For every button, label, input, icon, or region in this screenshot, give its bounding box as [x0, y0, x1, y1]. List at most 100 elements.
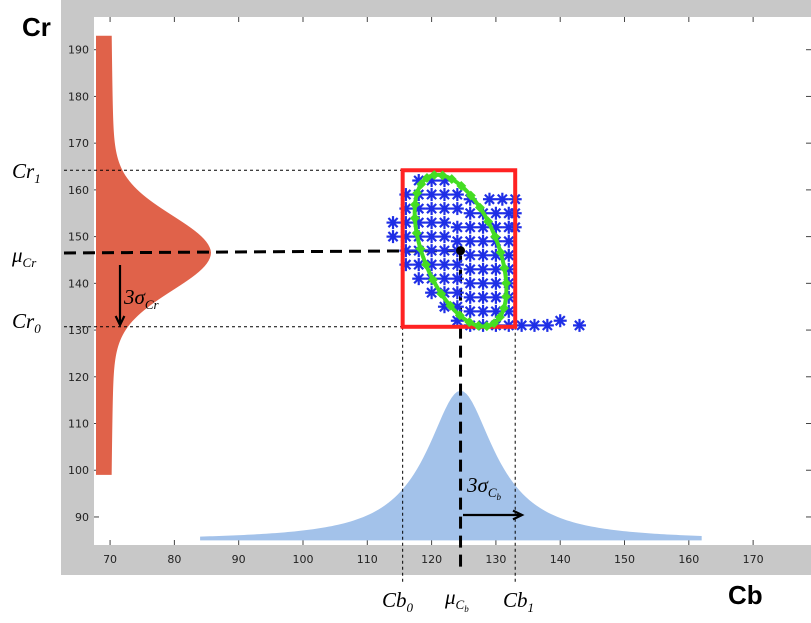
x-tick-label: 170: [743, 553, 764, 566]
point-stroke: [426, 203, 437, 214]
point-stroke: [529, 320, 540, 331]
scatter-point: [489, 276, 503, 290]
ellipse-marker: [495, 247, 506, 258]
point-stroke: [451, 235, 463, 247]
scatter-point: [425, 188, 439, 202]
scatter-point: [495, 192, 509, 206]
point-stroke: [490, 263, 502, 275]
point-stroke: [387, 217, 399, 228]
ellipse-marker: [416, 179, 427, 190]
point-stroke: [426, 287, 437, 299]
point-stroke: [503, 305, 515, 317]
ellipse-marker: [411, 228, 422, 239]
scatter-point: [437, 216, 451, 230]
annotation-cr1: Cr1: [12, 159, 41, 186]
annotation-cr0: Cr0: [12, 309, 41, 336]
point-stroke: [439, 231, 450, 242]
x-tick-label: 150: [614, 553, 635, 566]
scatter-point: [476, 248, 490, 262]
x-tick-label: 160: [678, 553, 699, 566]
scatter-point: [476, 304, 490, 318]
scatter-point: [463, 290, 477, 304]
annotation-sigma-cb: 3σCb: [466, 473, 502, 502]
ellipse-marker: [409, 213, 420, 224]
scatter-point: [489, 290, 503, 304]
scatter-point: [425, 244, 439, 258]
arrow-sigma-cr-head: [114, 315, 126, 328]
point-stroke: [477, 291, 489, 303]
point-stroke: [439, 189, 450, 200]
y-tick-label: 170: [68, 137, 89, 150]
point-stroke: [496, 193, 508, 205]
scatter-point: [437, 244, 451, 258]
y-tick-label: 180: [68, 90, 89, 103]
scatter-point: [425, 202, 439, 216]
point-stroke: [439, 273, 450, 285]
point-stroke: [464, 249, 476, 261]
ellipse-marker: [456, 180, 467, 191]
y-tick-label: 130: [68, 324, 89, 337]
x-tick-label: 70: [103, 553, 117, 566]
point-stroke: [484, 193, 495, 205]
scatter-point: [412, 272, 426, 286]
ellipse-marker: [436, 288, 447, 299]
point-stroke: [426, 217, 437, 228]
scatter-point: [437, 188, 451, 202]
point-stroke: [464, 291, 476, 303]
ellipse-marker: [445, 300, 456, 311]
point-stroke: [439, 203, 450, 214]
x-tick-label: 110: [357, 553, 378, 566]
ellipse-marker: [483, 216, 494, 227]
scatter-points: [386, 174, 587, 332]
x-tick-label: 120: [421, 553, 442, 566]
point-stroke: [451, 273, 463, 285]
scatter-point: [425, 286, 439, 300]
point-stroke: [413, 259, 425, 271]
ellipse-marker: [422, 173, 432, 183]
scatter-point: [450, 272, 464, 286]
point-stroke: [490, 305, 502, 317]
point-stroke: [477, 235, 489, 247]
scatter-point: [515, 318, 529, 332]
scatter-point: [425, 258, 439, 272]
scatter-point: [463, 262, 477, 276]
y-tick-label: 190: [68, 44, 89, 57]
scatter-point: [450, 286, 464, 300]
point-stroke: [464, 305, 476, 317]
point-stroke: [464, 263, 476, 275]
ellipse-marker: [412, 188, 423, 199]
point-stroke: [477, 305, 489, 317]
annotation-sigma-cr: 3σCr: [123, 285, 160, 312]
point-stroke: [464, 235, 476, 247]
scatter-point: [437, 258, 451, 272]
point-stroke: [477, 277, 489, 289]
scatter-point: [437, 272, 451, 286]
scatter-point: [450, 220, 464, 234]
ellipse-marker: [446, 174, 457, 185]
point-stroke: [490, 277, 502, 289]
x-axis-label: Cb: [728, 580, 763, 610]
scatter-point: [437, 230, 451, 244]
annotation-mu-cb: μCb: [444, 585, 469, 614]
ellipse-marker: [490, 231, 501, 242]
y-tick-label: 160: [68, 184, 89, 197]
point-stroke: [574, 320, 585, 331]
ellipse-marker: [415, 243, 426, 254]
point-stroke: [451, 189, 463, 200]
x-tick-label: 100: [292, 553, 313, 566]
scatter-point: [450, 258, 464, 272]
point-stroke: [439, 217, 450, 228]
point-stroke: [439, 245, 450, 257]
cb-distribution-curve: [200, 390, 702, 541]
ellipse-marker: [494, 312, 505, 323]
point-stroke: [503, 235, 515, 247]
point-stroke: [541, 320, 553, 331]
ellipse-marker: [474, 202, 485, 213]
mean-point: [456, 246, 466, 256]
point-stroke: [464, 221, 476, 233]
sigma-arrows: [114, 265, 525, 521]
point-stroke: [503, 249, 515, 261]
scatter-point: [437, 202, 451, 216]
ellipse-marker: [428, 274, 438, 285]
